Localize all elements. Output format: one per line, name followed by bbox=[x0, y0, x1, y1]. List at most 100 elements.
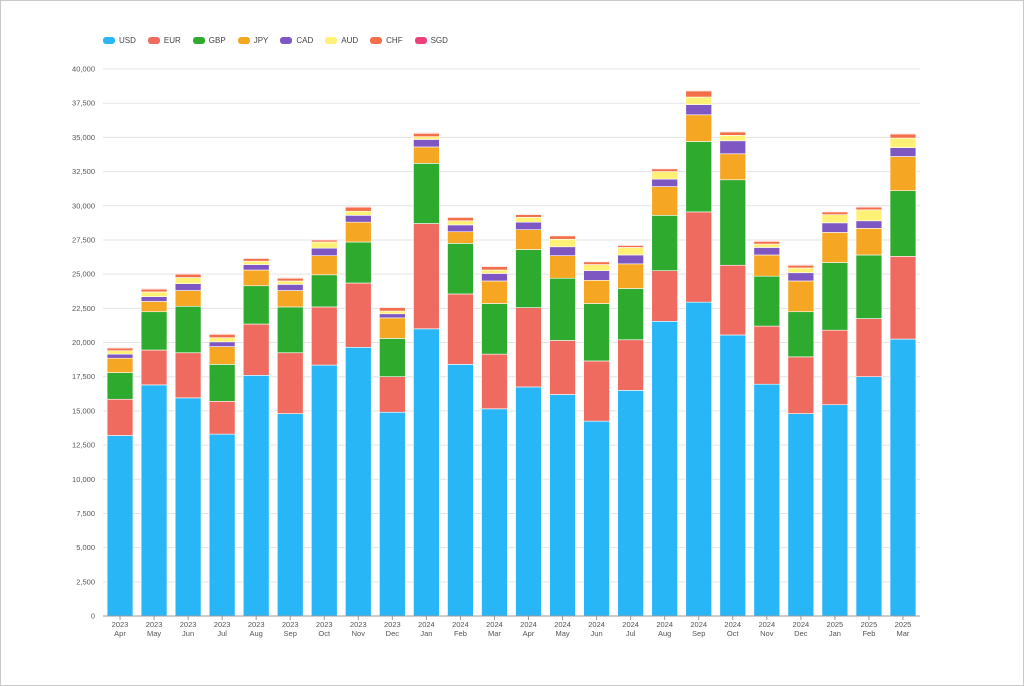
bar-segment-jpy[interactable] bbox=[787, 280, 815, 313]
bar-segment-jpy[interactable] bbox=[345, 221, 372, 243]
bar-segment-gbp[interactable] bbox=[276, 306, 304, 354]
bar-segment-chf[interactable] bbox=[106, 347, 134, 352]
bar-segment-gbp[interactable] bbox=[787, 311, 815, 358]
bar-segment-eur[interactable] bbox=[345, 282, 372, 348]
legend-item-aud[interactable]: AUD bbox=[325, 36, 358, 45]
bar-segment-jpy[interactable] bbox=[753, 254, 781, 277]
bar-segment-jpy[interactable] bbox=[685, 114, 712, 142]
bar-segment-usd[interactable] bbox=[242, 375, 270, 617]
bar-segment-eur[interactable] bbox=[617, 339, 644, 391]
bar-segment-cad[interactable] bbox=[174, 283, 202, 291]
legend-item-gbp[interactable]: GBP bbox=[192, 36, 226, 45]
bar-segment-jpy[interactable] bbox=[140, 301, 168, 313]
bar-segment-gbp[interactable] bbox=[379, 338, 406, 377]
bar-segment-chf[interactable] bbox=[889, 133, 917, 139]
bar-segment-jpy[interactable] bbox=[208, 346, 236, 365]
bar-segment-jpy[interactable] bbox=[106, 357, 134, 373]
bar-segment-usd[interactable] bbox=[174, 397, 202, 617]
bar-segment-aud[interactable] bbox=[719, 135, 747, 142]
bar-segment-sgd[interactable] bbox=[379, 306, 406, 308]
bar-segment-jpy[interactable] bbox=[583, 279, 610, 304]
bar-segment-jpy[interactable] bbox=[379, 317, 406, 339]
legend-item-chf[interactable]: CHF bbox=[370, 36, 403, 45]
bar-segment-chf[interactable] bbox=[855, 206, 883, 211]
bar-segment-usd[interactable] bbox=[889, 338, 917, 617]
bar-segment-eur[interactable] bbox=[276, 352, 304, 414]
bar-segment-usd[interactable] bbox=[583, 420, 610, 617]
bar-segment-sgd[interactable] bbox=[753, 240, 781, 242]
bar-segment-gbp[interactable] bbox=[855, 254, 883, 319]
bar-segment-sgd[interactable] bbox=[515, 213, 542, 215]
bar-segment-sgd[interactable] bbox=[685, 89, 712, 92]
bar-segment-jpy[interactable] bbox=[242, 269, 270, 287]
bar-segment-chf[interactable] bbox=[549, 235, 576, 240]
bar-segment-sgd[interactable] bbox=[413, 132, 440, 134]
bar-segment-usd[interactable] bbox=[685, 301, 712, 617]
bar-segment-usd[interactable] bbox=[617, 390, 644, 617]
bar-segment-chf[interactable] bbox=[379, 307, 406, 312]
bar-segment-chf[interactable] bbox=[447, 217, 474, 222]
bar-segment-eur[interactable] bbox=[140, 349, 168, 386]
bar-segment-cad[interactable] bbox=[583, 270, 610, 281]
bar-segment-aud[interactable] bbox=[515, 217, 542, 223]
bar-segment-aud[interactable] bbox=[481, 269, 508, 274]
bar-segment-aud[interactable] bbox=[140, 291, 168, 297]
bar-segment-aud[interactable] bbox=[311, 241, 338, 249]
bar-segment-eur[interactable] bbox=[447, 293, 474, 365]
bar-segment-eur[interactable] bbox=[549, 340, 576, 395]
bar-segment-usd[interactable] bbox=[515, 386, 542, 617]
bar-segment-chf[interactable] bbox=[787, 264, 815, 269]
bar-segment-cad[interactable] bbox=[447, 224, 474, 233]
bar-segment-jpy[interactable] bbox=[889, 156, 917, 192]
bar-segment-cad[interactable] bbox=[651, 178, 678, 187]
bar-segment-gbp[interactable] bbox=[583, 303, 610, 362]
bar-segment-usd[interactable] bbox=[413, 328, 440, 617]
bar-segment-chf[interactable] bbox=[276, 277, 304, 282]
bar-segment-cad[interactable] bbox=[276, 284, 304, 291]
bar-segment-gbp[interactable] bbox=[719, 179, 747, 266]
bar-segment-aud[interactable] bbox=[242, 260, 270, 265]
bar-segment-cad[interactable] bbox=[242, 264, 270, 271]
bar-segment-gbp[interactable] bbox=[889, 190, 917, 257]
bar-segment-chf[interactable] bbox=[242, 258, 270, 262]
bar-segment-aud[interactable] bbox=[753, 243, 781, 248]
bar-segment-chf[interactable] bbox=[413, 132, 440, 137]
bar-segment-cad[interactable] bbox=[106, 353, 134, 359]
bar-segment-chf[interactable] bbox=[481, 266, 508, 271]
bar-segment-usd[interactable] bbox=[549, 394, 576, 617]
bar-segment-chf[interactable] bbox=[685, 90, 712, 98]
bar-segment-eur[interactable] bbox=[106, 398, 134, 436]
bar-segment-aud[interactable] bbox=[345, 210, 372, 216]
bar-segment-eur[interactable] bbox=[174, 352, 202, 399]
bar-segment-chf[interactable] bbox=[311, 239, 338, 243]
bar-segment-sgd[interactable] bbox=[447, 216, 474, 218]
bar-segment-eur[interactable] bbox=[719, 264, 747, 336]
bar-segment-gbp[interactable] bbox=[242, 285, 270, 325]
bar-segment-usd[interactable] bbox=[481, 408, 508, 617]
bar-segment-eur[interactable] bbox=[753, 325, 781, 385]
bar-segment-eur[interactable] bbox=[855, 318, 883, 377]
bar-segment-cad[interactable] bbox=[719, 140, 747, 155]
bar-segment-gbp[interactable] bbox=[515, 249, 542, 308]
bar-segment-gbp[interactable] bbox=[208, 364, 236, 402]
bar-segment-chf[interactable] bbox=[617, 245, 644, 248]
bar-segment-gbp[interactable] bbox=[753, 275, 781, 327]
bar-segment-gbp[interactable] bbox=[685, 141, 712, 213]
bar-segment-usd[interactable] bbox=[311, 364, 338, 617]
bar-segment-aud[interactable] bbox=[208, 337, 236, 343]
bar-segment-cad[interactable] bbox=[549, 246, 576, 256]
bar-segment-jpy[interactable] bbox=[821, 232, 849, 263]
bar-segment-chf[interactable] bbox=[821, 211, 849, 215]
bar-segment-usd[interactable] bbox=[276, 413, 304, 617]
bar-segment-aud[interactable] bbox=[413, 136, 440, 140]
bar-segment-cad[interactable] bbox=[855, 220, 883, 229]
bar-segment-usd[interactable] bbox=[787, 413, 815, 617]
bar-segment-aud[interactable] bbox=[787, 267, 815, 274]
bar-segment-jpy[interactable] bbox=[617, 263, 644, 289]
bar-segment-eur[interactable] bbox=[242, 323, 270, 376]
bar-segment-gbp[interactable] bbox=[413, 163, 440, 224]
bar-segment-usd[interactable] bbox=[447, 364, 474, 617]
bar-segment-chf[interactable] bbox=[140, 288, 168, 293]
bar-segment-eur[interactable] bbox=[583, 360, 610, 422]
bar-segment-eur[interactable] bbox=[889, 256, 917, 340]
